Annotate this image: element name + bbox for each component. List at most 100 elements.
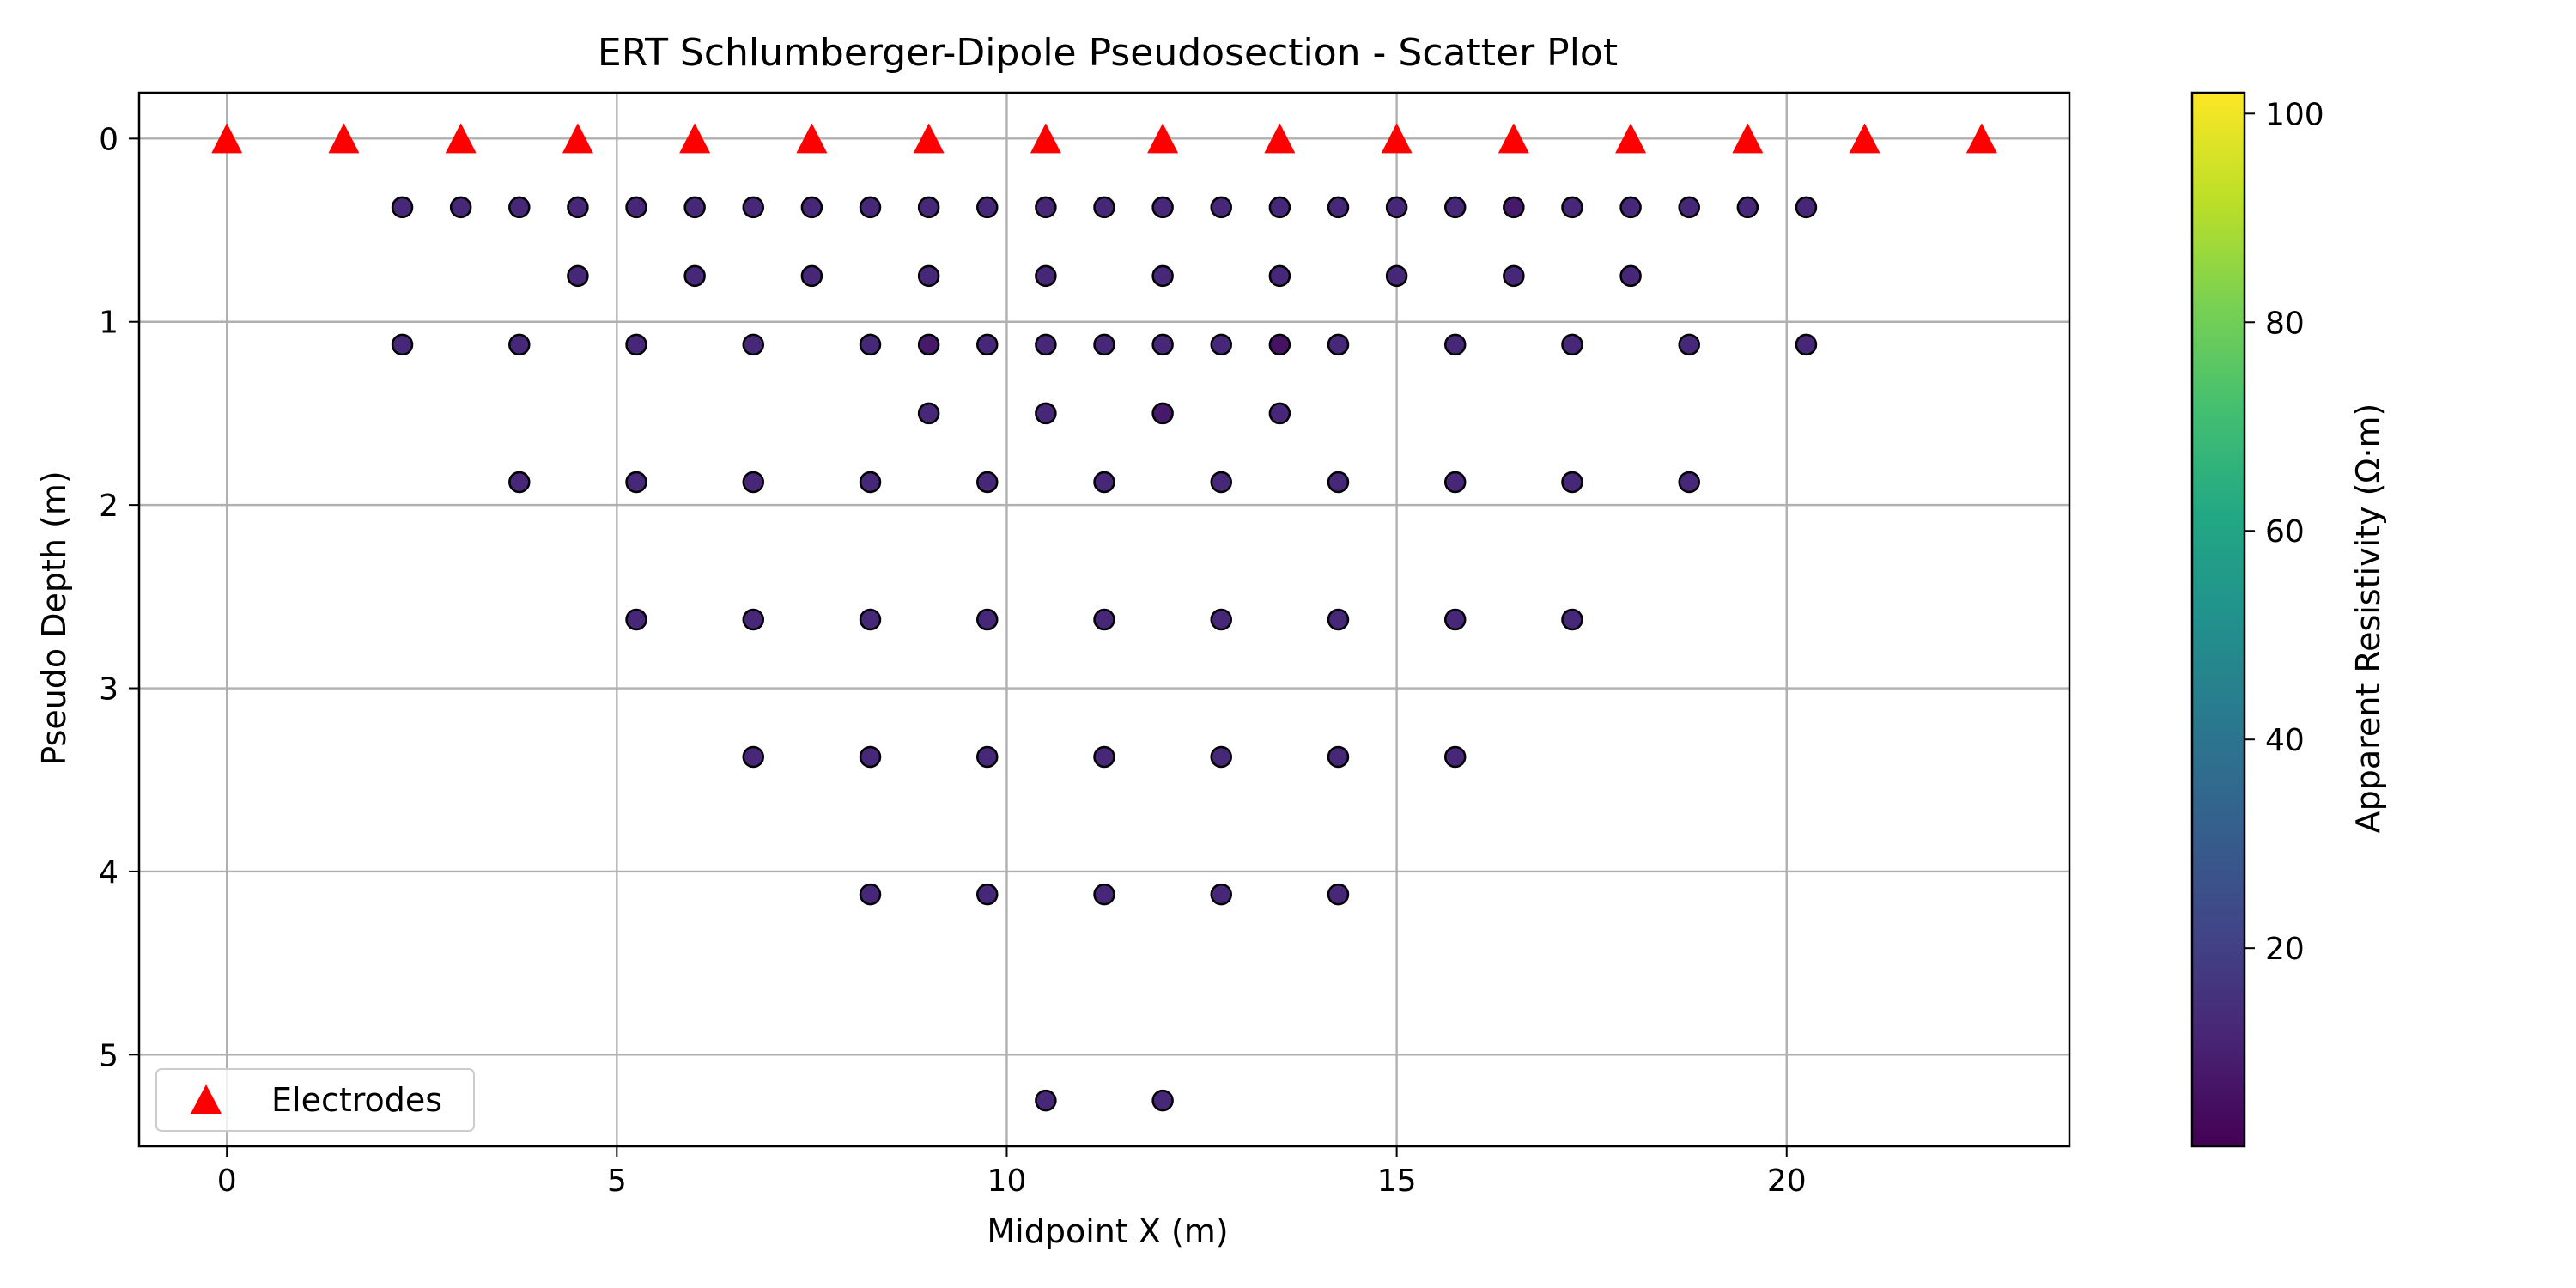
data-point: [742, 471, 765, 494]
data-point: [1151, 402, 1174, 425]
data-point: [1210, 471, 1232, 494]
data-point: [742, 745, 765, 769]
data-point: [1035, 264, 1057, 288]
data-point: [1795, 333, 1818, 356]
data-point: [1561, 333, 1583, 356]
data-point: [1268, 264, 1291, 288]
colorbar-tick-label: 100: [2265, 97, 2324, 132]
axes: 0 5 10 15 20 0 1 2 3 4 5: [99, 91, 2071, 1199]
data-point: [1093, 333, 1115, 356]
electrode-marker: [445, 123, 477, 154]
data-point: [976, 196, 999, 219]
electrode-marker: [1147, 123, 1179, 154]
data-point: [625, 608, 647, 631]
y-tick-label: 2: [99, 489, 118, 524]
x-tick-label: 15: [1377, 1163, 1417, 1199]
data-point: [1151, 264, 1174, 288]
data-point: [742, 333, 765, 356]
x-tick-label: 0: [217, 1163, 237, 1199]
x-tick-label: 20: [1767, 1163, 1807, 1199]
electrode-marker: [1498, 123, 1529, 154]
data-point: [800, 196, 823, 219]
data-point: [1268, 333, 1291, 356]
colorbar-tick-label: 60: [2265, 514, 2305, 550]
y-tick-label: 0: [99, 122, 118, 157]
data-point: [1443, 333, 1467, 356]
data-point: [1093, 608, 1115, 631]
data-point: [1210, 745, 1232, 769]
data-point: [391, 333, 414, 356]
data-point: [1327, 333, 1350, 356]
data-point: [1151, 333, 1174, 356]
data-point: [1327, 745, 1350, 769]
colorbar-tick-label: 20: [2265, 932, 2305, 967]
data-point: [1327, 196, 1350, 219]
electrode-marker: [679, 123, 711, 154]
colorbar-ticks: 20 40 60 80 100: [2245, 97, 2324, 967]
legend-label-electrodes: Electrodes: [271, 1081, 442, 1119]
data-point: [1268, 402, 1291, 425]
electrode-marker: [1965, 123, 1997, 154]
data-point: [1561, 608, 1583, 631]
electrode-marker: [1615, 123, 1647, 154]
colorbar-tick-label: 40: [2265, 723, 2305, 758]
data-point: [742, 196, 765, 219]
data-point: [917, 333, 940, 356]
data-point: [1561, 471, 1583, 494]
data-point: [1503, 196, 1525, 219]
data-point: [976, 608, 999, 631]
data-point: [1678, 333, 1700, 356]
data-point: [1093, 196, 1115, 219]
data-point: [742, 608, 765, 631]
data-point: [1503, 264, 1525, 288]
electrode-marker: [1732, 123, 1764, 154]
data-point: [1268, 196, 1291, 219]
electrode-markers: [211, 123, 1997, 154]
data-point: [1035, 1089, 1057, 1112]
data-point: [976, 745, 999, 769]
data-point: [625, 333, 647, 356]
data-point: [1035, 196, 1057, 219]
x-tick-label: 5: [607, 1163, 627, 1199]
data-point: [1619, 196, 1642, 219]
y-tick-label: 4: [99, 855, 118, 890]
data-point: [1443, 745, 1467, 769]
data-point: [976, 333, 999, 356]
data-point: [1327, 471, 1350, 494]
data-point: [1561, 196, 1583, 219]
legend-electrode-marker: [191, 1084, 222, 1114]
data-point: [1795, 196, 1818, 219]
data-point: [1093, 883, 1115, 906]
data-point: [683, 196, 706, 219]
data-point: [976, 883, 999, 906]
colorbar-label: Apparent Resistivity (Ω·m): [2349, 404, 2387, 834]
x-axis-label: Midpoint X (m): [987, 1212, 1228, 1250]
data-point: [1210, 333, 1232, 356]
colorbar-tick-label: 80: [2265, 306, 2305, 341]
y-tick-label: 3: [99, 672, 118, 708]
data-point: [1151, 1089, 1174, 1112]
data-point: [1035, 333, 1057, 356]
data-point: [859, 333, 882, 356]
data-point: [449, 196, 472, 219]
electrode-marker: [211, 123, 243, 154]
data-point: [800, 264, 823, 288]
data-point: [1151, 196, 1174, 219]
y-axis-label: Pseudo Depth (m): [35, 471, 73, 765]
legend-box: [155, 1068, 475, 1132]
data-point: [917, 402, 940, 425]
data-point: [859, 196, 882, 219]
data-point: [1678, 471, 1700, 494]
data-point: [508, 471, 531, 494]
y-tick-label: 5: [99, 1038, 118, 1073]
data-point: [1443, 196, 1467, 219]
data-point: [1210, 883, 1232, 906]
data-point: [1210, 196, 1232, 219]
data-point: [567, 196, 589, 219]
data-point: [508, 333, 531, 356]
electrode-marker: [562, 123, 593, 154]
electrode-marker: [328, 123, 360, 154]
data-point: [1327, 883, 1350, 906]
x-tick-label: 10: [987, 1163, 1027, 1199]
